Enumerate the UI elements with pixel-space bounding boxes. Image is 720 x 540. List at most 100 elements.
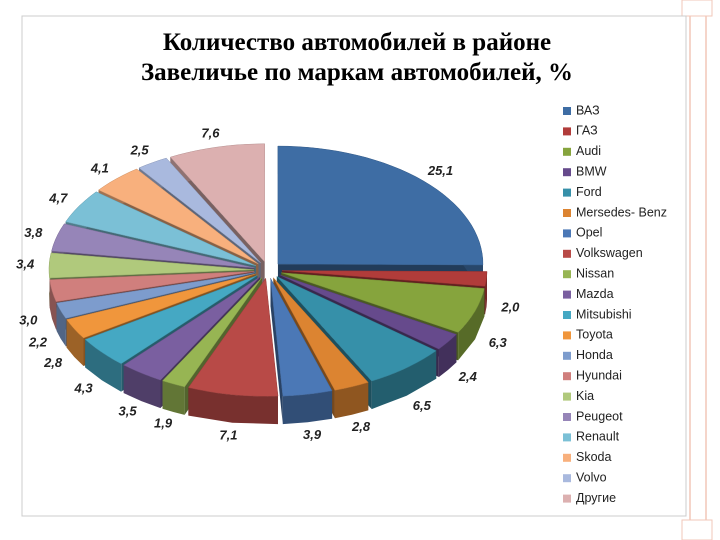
data-label: 2,4 [458,369,478,384]
legend-swatch [563,494,571,503]
legend-label: Peugeot [576,409,623,423]
legend: ВАЗ ГАЗ Audi BMW Ford Mersedes- Benz Opel Volks… [563,103,667,505]
legend-swatch [563,168,571,177]
slice-side [485,271,487,315]
legend-swatch [563,147,571,156]
legend-swatch [563,413,571,421]
slice-wall [270,278,283,425]
slice [187,277,279,397]
data-label: 3,9 [303,427,322,442]
legend-label: ВАЗ [576,103,600,117]
slice-side [188,387,278,425]
slice [84,275,258,364]
legend-label: Hyundai [576,368,622,382]
legend-swatch [563,453,571,462]
data-label: 2,0 [500,299,520,314]
slice [162,277,263,388]
legend-label: Kia [576,389,594,403]
decor-box [681,519,713,540]
slice [138,157,261,264]
slice [66,273,256,339]
data-label: 3,8 [24,225,43,240]
legend-label: Volkswagen [576,246,643,260]
data-label: 2,5 [130,143,150,158]
legend-swatch [563,351,571,360]
data-label: 7,6 [201,125,220,140]
legend-label: Другие [576,491,616,505]
slice [48,252,255,279]
data-label: 4,7 [48,191,68,206]
slice [281,270,488,287]
data-label: 3,0 [19,312,38,327]
legend-label: Mersedes- Benz [576,205,667,219]
legend-swatch [563,249,571,258]
data-label: 2,2 [28,335,48,350]
chart-title: Количество автомобилей в районе [163,29,551,56]
slice-side [66,319,84,366]
legend-label: Toyota [576,328,613,342]
legend-label: BMW [576,164,607,178]
data-label: 2,8 [43,355,63,370]
slice-side [49,279,57,330]
slice [123,276,261,381]
legend-label: Volvo [576,470,607,484]
legend-label: Renault [576,430,620,444]
slice [279,274,457,350]
slice [56,272,255,319]
slice [277,145,484,266]
slice-side [162,380,185,415]
legend-label: Mitsubishi [576,307,632,321]
data-label: 4,3 [74,381,94,396]
data-label: 6,3 [489,335,508,350]
slice [49,271,255,302]
legend-label: Opel [576,226,602,240]
legend-label: Mazda [576,287,614,301]
legend-label: Nissan [576,266,614,280]
legend-swatch [563,107,571,115]
slice [169,143,265,263]
data-label: 2,8 [351,419,371,434]
pie: 25,1 2,0 6,3 2,4 6,5 2,8 3,9 7,1 1,9 3,5 4,3 2,8 2,2… [16,125,520,442]
legend-label: Honda [576,348,613,362]
slice-side [85,339,122,392]
slice [65,191,257,266]
slice-side [438,334,457,378]
slice-side [282,390,333,425]
legend-swatch [563,311,571,319]
legend-label: ГАЗ [576,124,598,138]
slice [270,278,333,397]
data-label: 3,4 [16,256,35,271]
legend-swatch [563,127,571,136]
legend-swatch [563,433,571,442]
slice [98,168,259,265]
decor-box [681,0,713,17]
slice-side [56,303,66,347]
legend-swatch [563,188,571,197]
chart-title: Завеличье по маркам автомобилей, % [141,59,573,86]
slice [281,272,485,333]
legend-swatch [563,290,571,299]
data-label: 3,5 [118,404,137,419]
data-label: 4,1 [90,160,109,175]
legend-swatch [563,209,571,217]
legend-label: Audi [576,144,601,158]
slice [273,277,369,391]
legend-swatch [563,474,571,483]
data-label: 6,5 [413,398,432,413]
data-label: 25,1 [427,163,453,178]
legend-label: Skoda [576,450,611,464]
legend-swatch [563,372,571,381]
data-label: 7,1 [219,428,237,443]
legend-swatch [563,270,571,279]
legend-swatch [563,331,571,340]
legend-swatch [563,229,571,238]
legend-label: Ford [576,185,602,199]
slice-side [334,382,369,419]
slice [276,276,437,382]
slice [51,223,255,269]
slice-side [371,350,437,410]
slice-side [123,365,161,409]
legend-swatch [563,392,571,401]
data-label: 1,9 [154,416,173,431]
